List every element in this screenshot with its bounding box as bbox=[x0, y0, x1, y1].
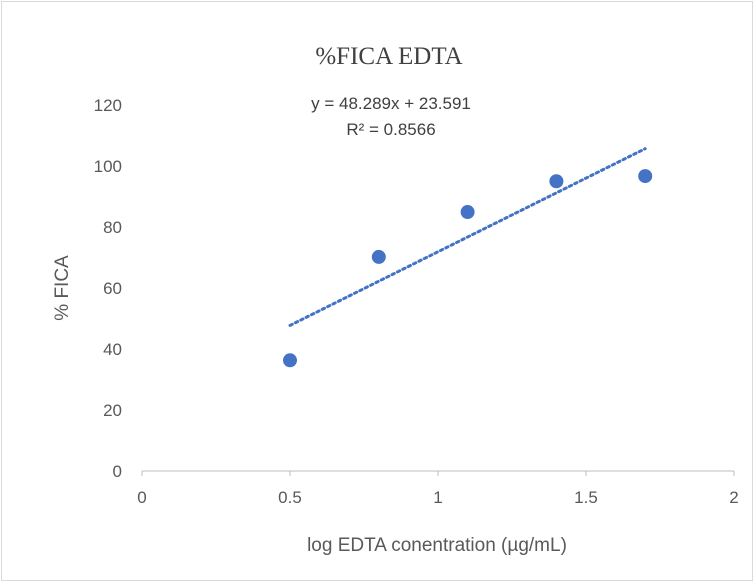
x-tick-label: 2 bbox=[729, 488, 738, 507]
y-tick-label: 20 bbox=[103, 401, 122, 420]
trendline-equation: y = 48.289x + 23.591 bbox=[311, 94, 471, 113]
y-tick-label: 0 bbox=[113, 462, 122, 481]
x-tick-label: 1.5 bbox=[574, 488, 598, 507]
trendline bbox=[288, 147, 647, 327]
data-point bbox=[460, 205, 475, 220]
data-point bbox=[371, 249, 386, 264]
x-tick-label: 0 bbox=[137, 488, 146, 507]
chart-title: %FICA EDTA bbox=[315, 43, 462, 70]
trendline-r-squared: R² = 0.8566 bbox=[346, 120, 435, 139]
y-tick-label: 120 bbox=[94, 96, 122, 115]
data-point bbox=[638, 169, 653, 184]
data-point bbox=[549, 174, 564, 189]
x-tick-label: 0.5 bbox=[278, 488, 302, 507]
data-point bbox=[283, 353, 297, 368]
y-axis-ticks: 0 20 40 60 80 100 120 bbox=[94, 96, 122, 481]
x-axis-ticks: 0 0.5 1 1.5 2 bbox=[137, 488, 738, 507]
x-axis-label: log EDTA conentration (µg/mL) bbox=[307, 535, 567, 556]
data-points bbox=[283, 169, 653, 368]
y-axis-label: % FICA bbox=[52, 255, 73, 321]
y-tick-label: 40 bbox=[103, 340, 122, 359]
y-tick-label: 80 bbox=[103, 218, 122, 237]
x-axis-tick-marks bbox=[141, 471, 735, 476]
y-tick-label: 60 bbox=[103, 279, 122, 298]
x-tick-label: 1 bbox=[433, 488, 442, 507]
y-tick-label: 100 bbox=[94, 157, 122, 176]
